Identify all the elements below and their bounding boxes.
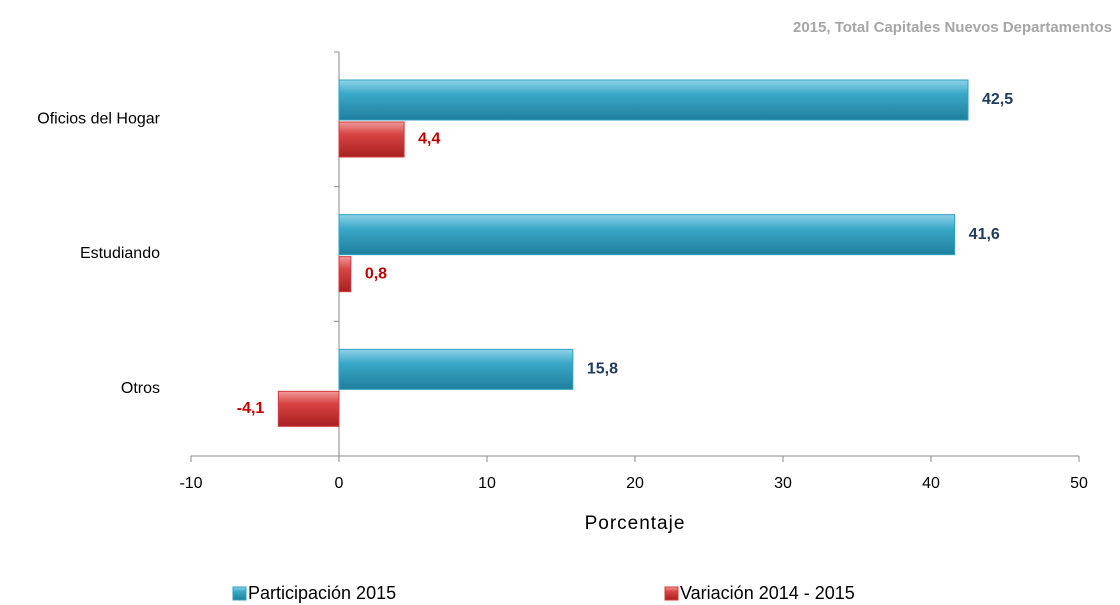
x-tick-label: -10 — [179, 475, 202, 492]
bar — [338, 348, 574, 390]
x-tick-label: 40 — [922, 475, 940, 492]
data-label: 4,4 — [418, 131, 440, 148]
bar — [338, 214, 956, 256]
bar — [338, 121, 405, 158]
data-label: 15,8 — [587, 361, 618, 378]
data-label: 0,8 — [365, 265, 387, 282]
legend-label: Participación 2015 — [248, 583, 396, 603]
x-tick-label: 20 — [626, 475, 644, 492]
data-label: 42,5 — [982, 91, 1013, 108]
legend-swatch — [232, 586, 247, 601]
bar — [338, 256, 352, 293]
x-tick-label: 30 — [774, 475, 792, 492]
data-label: 41,6 — [969, 226, 1000, 243]
legend-swatch — [664, 586, 679, 601]
data-label: -4,1 — [237, 400, 265, 417]
x-tick-label: 50 — [1070, 475, 1088, 492]
bar — [338, 79, 969, 121]
bar — [277, 390, 340, 427]
y-tick-label: Oficios del Hogar — [37, 111, 160, 128]
x-tick-label: 0 — [335, 475, 344, 492]
x-axis-label: Porcentaje — [585, 513, 686, 534]
chart-title: 2015, Total Capitales Nuevos Departament… — [793, 19, 1112, 36]
y-tick-label: Otros — [121, 380, 160, 397]
legend-label: Variación 2014 - 2015 — [680, 583, 855, 603]
x-tick-label: 10 — [478, 475, 496, 492]
y-tick-label: Estudiando — [80, 245, 160, 262]
